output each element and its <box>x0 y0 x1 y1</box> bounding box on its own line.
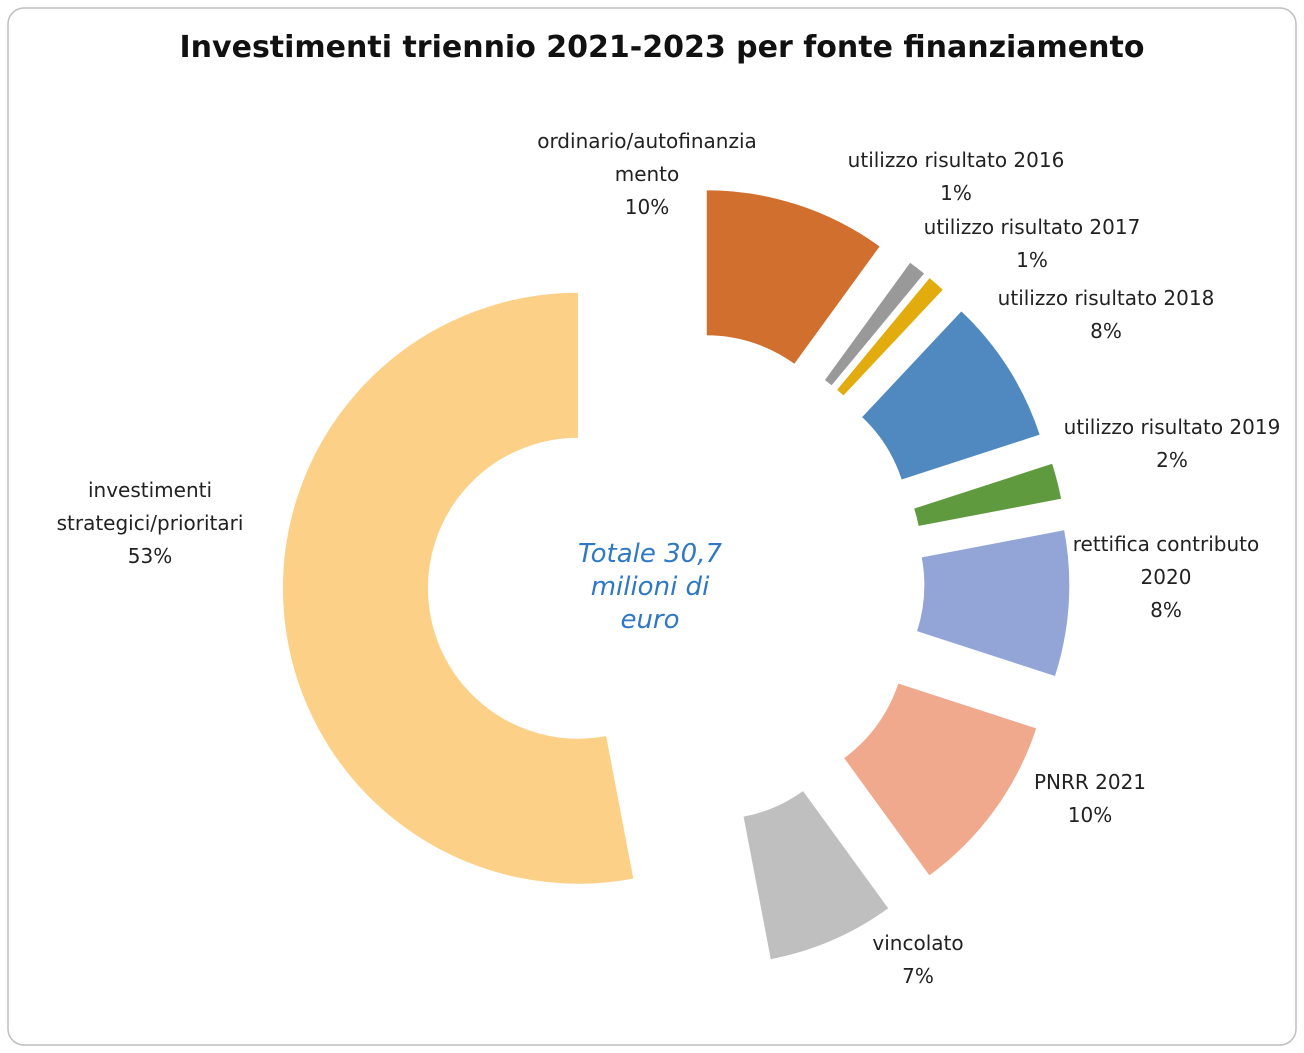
donut-slice <box>742 789 890 961</box>
chart-title: Investimenti triennio 2021-2023 per font… <box>180 30 1145 65</box>
label: utilizzo risultato 2018 <box>998 286 1215 310</box>
label: investimenti strategici/prioritari <box>57 478 244 535</box>
donut-slice <box>842 682 1038 877</box>
donut-slice <box>912 462 1063 528</box>
label: utilizzo risultato 2017 <box>924 215 1141 239</box>
data-label: 7% <box>902 964 934 988</box>
data-label: 10% <box>625 195 669 219</box>
donut-slice <box>282 291 635 885</box>
label: vincolato <box>872 931 963 955</box>
data-label: 53% <box>128 544 172 568</box>
label: Totale 30,7 milioni di euro <box>578 539 723 635</box>
data-label: 8% <box>1150 598 1182 622</box>
label: PNRR 2021 <box>1034 770 1146 794</box>
label: ordinario/autofinanzia mento <box>537 129 757 186</box>
data-label: 1% <box>940 181 972 205</box>
data-label: 1% <box>1016 248 1048 272</box>
data-label: 2% <box>1156 448 1188 472</box>
label: rettifica contributo 2020 <box>1073 532 1260 589</box>
data-label: 10% <box>1068 803 1112 827</box>
donut-slice <box>823 261 926 387</box>
donut-slice <box>835 276 945 397</box>
donut-slice <box>705 189 881 366</box>
donut-slice <box>860 310 1041 481</box>
label: utilizzo risultato 2019 <box>1064 415 1281 439</box>
donut-slice <box>915 529 1071 678</box>
data-label: 8% <box>1090 319 1122 343</box>
label: utilizzo risultato 2016 <box>848 148 1065 172</box>
